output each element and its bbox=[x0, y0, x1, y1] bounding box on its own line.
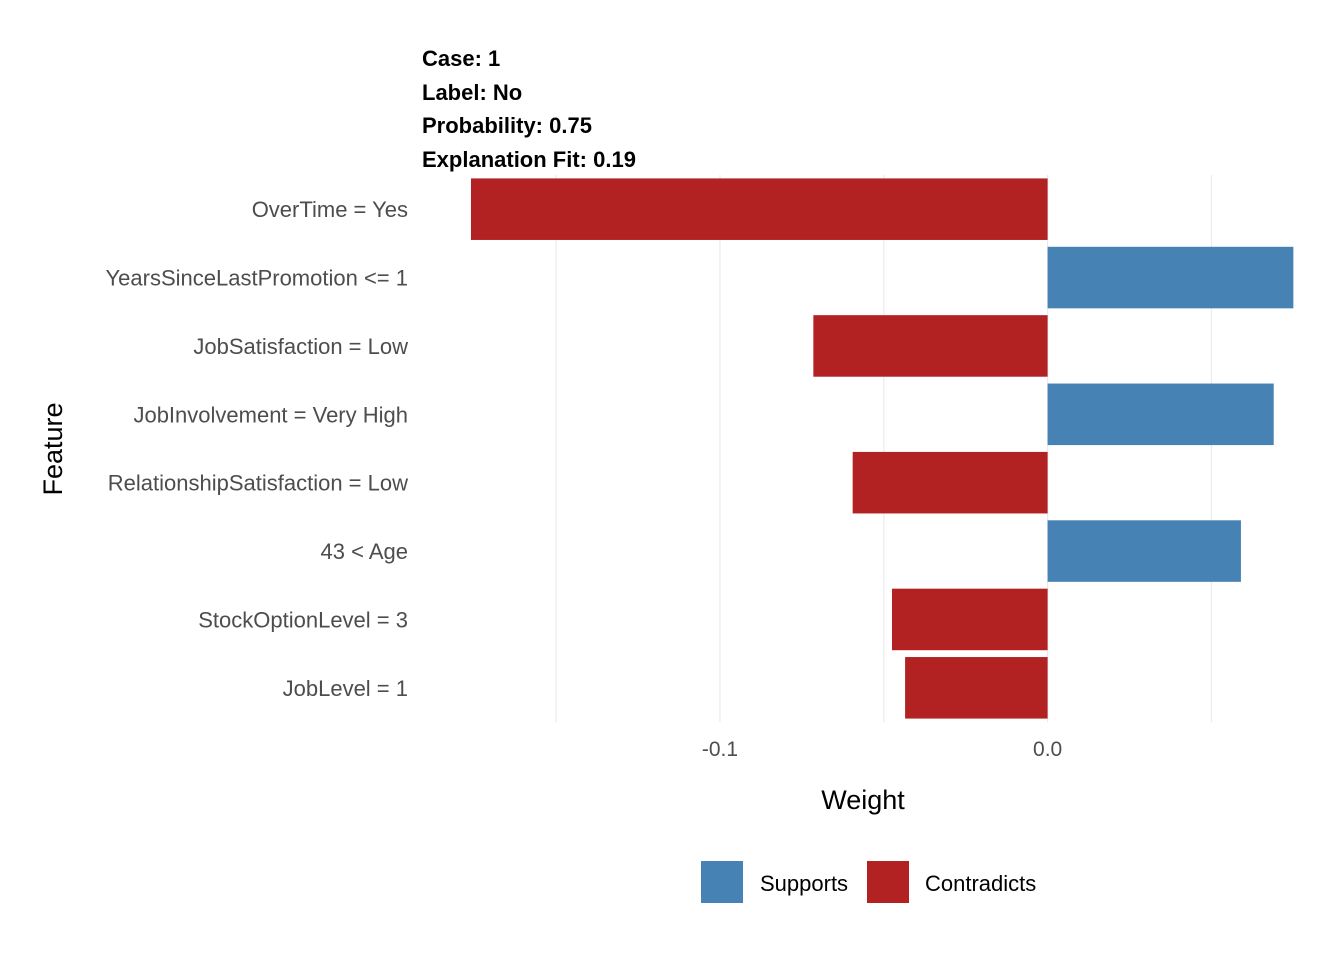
legend-swatch-supports bbox=[701, 861, 743, 903]
bar-7 bbox=[905, 657, 1048, 719]
bar-4 bbox=[852, 451, 1048, 514]
case-text: Case: 1 bbox=[422, 46, 500, 71]
x-tick-label-0: -0.1 bbox=[702, 738, 738, 761]
bar-6 bbox=[891, 588, 1048, 651]
x-axis-title: Weight bbox=[821, 785, 905, 815]
bar-5 bbox=[1047, 520, 1241, 582]
feature-label-0: OverTime = Yes bbox=[252, 197, 408, 222]
legend-label-contradicts: Contradicts bbox=[925, 871, 1036, 896]
legend-label-supports: Supports bbox=[760, 871, 848, 896]
feature-label-4: RelationshipSatisfaction = Low bbox=[108, 471, 408, 496]
explanation-fit-text: Explanation Fit: 0.19 bbox=[422, 147, 636, 172]
feature-label-2: JobSatisfaction = Low bbox=[193, 334, 408, 359]
bar-3 bbox=[1047, 383, 1274, 446]
chart-header: Case: 1 Label: No Probability: 0.75 Expl… bbox=[422, 46, 636, 172]
legend-swatch-contradicts bbox=[867, 861, 909, 903]
feature-label-5: 43 < Age bbox=[321, 539, 408, 564]
bar-1 bbox=[1047, 246, 1294, 309]
probability-text: Probability: 0.75 bbox=[422, 113, 592, 138]
feature-label-1: YearsSinceLastPromotion <= 1 bbox=[106, 266, 409, 291]
bar-0 bbox=[470, 178, 1048, 240]
x-tick-labels: -0.1 0.0 bbox=[702, 738, 1062, 761]
bar-2 bbox=[813, 315, 1048, 377]
y-axis-title: Feature bbox=[38, 402, 68, 495]
label-text: Label: No bbox=[422, 80, 522, 105]
x-tick-label-1: 0.0 bbox=[1033, 738, 1062, 761]
legend: Supports Contradicts bbox=[701, 861, 1036, 903]
feature-label-3: JobInvolvement = Very High bbox=[133, 402, 408, 427]
feature-labels: OverTime = Yes YearsSinceLastPromotion <=… bbox=[106, 197, 409, 701]
feature-label-6: StockOptionLevel = 3 bbox=[198, 607, 408, 632]
bars bbox=[470, 178, 1294, 719]
feature-label-7: JobLevel = 1 bbox=[283, 676, 408, 701]
